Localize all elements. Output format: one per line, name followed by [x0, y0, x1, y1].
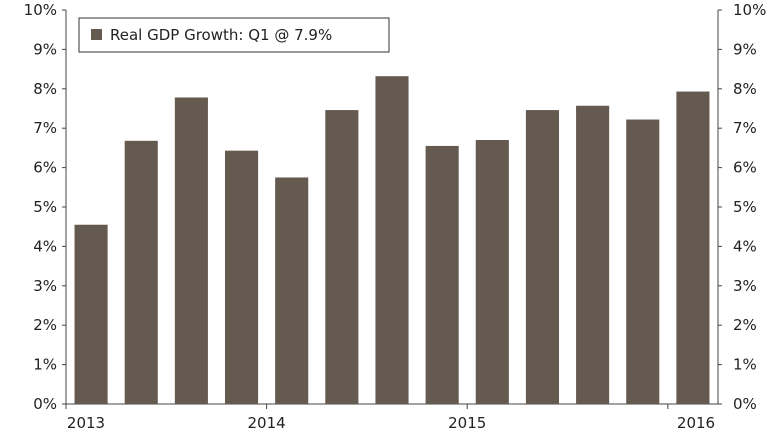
y-tick-label-right: 2% [733, 316, 757, 334]
y-tick-label-left: 6% [33, 159, 57, 177]
y-tick-label-left: 5% [33, 198, 57, 216]
y-tick-label-right: 9% [733, 40, 757, 58]
y-tick-label-right: 1% [733, 356, 757, 374]
bar-2014-q2 [325, 110, 359, 405]
y-tick-label-left: 0% [33, 395, 57, 413]
bar-2014-q1 [275, 177, 309, 404]
chart-legend: Real GDP Growth: Q1 @ 7.9% [78, 17, 390, 53]
y-tick-label-left: 2% [33, 316, 57, 334]
y-tick-label-left: 10% [24, 1, 57, 19]
bar-2013-q3 [174, 97, 208, 404]
y-tick-label-left: 8% [33, 80, 57, 98]
bar-2013-q2 [124, 140, 158, 405]
y-tick-label-right: 5% [733, 198, 757, 216]
bar-2016-q1 [676, 91, 710, 405]
y-tick-label-right: 8% [733, 80, 757, 98]
y-tick-label-left: 7% [33, 119, 57, 137]
y-tick-label-right: 4% [733, 237, 757, 255]
y-tick-label-right: 10% [733, 1, 766, 19]
y-tick-label-left: 4% [33, 237, 57, 255]
bar-2013-q4 [224, 150, 259, 404]
bar-2014-q4 [425, 145, 459, 404]
legend-swatch [91, 29, 102, 40]
y-tick-label-right: 6% [733, 159, 757, 177]
bar-2015-q4 [626, 119, 660, 405]
x-tick-label-2015: 2015 [448, 414, 486, 432]
y-tick-label-right: 3% [733, 277, 757, 295]
bar-2015-q2 [525, 110, 560, 405]
x-tick-label-2014: 2014 [248, 414, 286, 432]
y-tick-label-left: 9% [33, 40, 57, 58]
y-tick-label-left: 3% [33, 277, 57, 295]
bar-2015-q3 [576, 105, 610, 404]
y-tick-label-right: 0% [733, 395, 757, 413]
bar-2014-q3 [375, 76, 409, 404]
x-tick-label-2016: 2016 [677, 414, 715, 432]
x-tick-label-2013: 2013 [67, 414, 105, 432]
bar-2015-q1 [475, 140, 509, 404]
bar-2013-q1 [74, 224, 108, 404]
y-tick-label-left: 1% [33, 356, 57, 374]
legend-label: Real GDP Growth: Q1 @ 7.9% [110, 26, 332, 44]
legend-box [78, 17, 390, 53]
y-tick-label-right: 7% [733, 119, 757, 137]
